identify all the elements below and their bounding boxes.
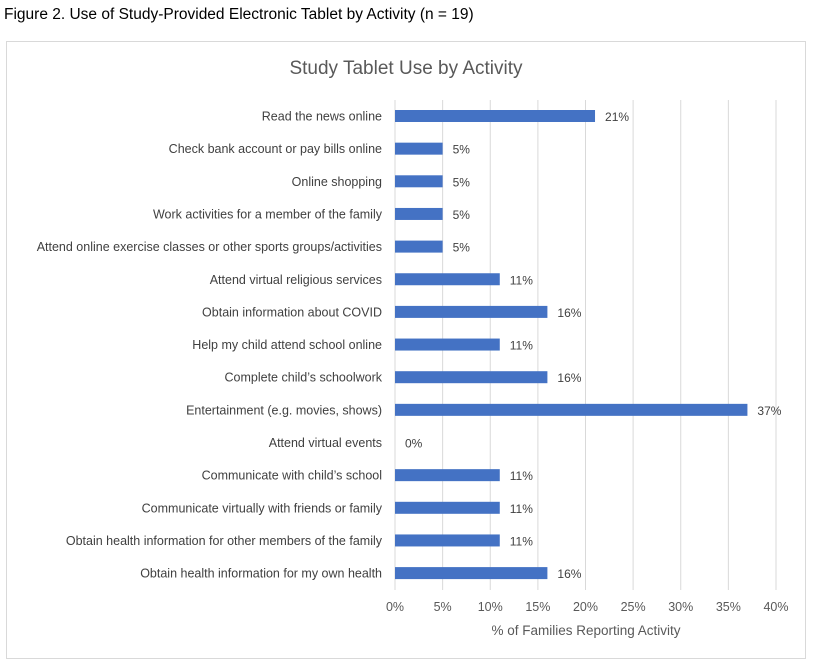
category-labels: Read the news online Check bank account o…	[37, 110, 383, 581]
category-label: Obtain health information for my own hea…	[140, 567, 382, 581]
category-label: Work activities for a member of the fami…	[153, 207, 383, 221]
bars	[395, 110, 748, 580]
data-label: 11%	[510, 339, 533, 353]
data-label: 37%	[757, 404, 781, 418]
bar	[395, 469, 500, 482]
data-label: 5%	[453, 175, 471, 189]
chart-title: Study Tablet Use by Activity	[289, 58, 523, 79]
data-label: 11%	[510, 534, 533, 548]
category-label: Communicate with child’s school	[202, 469, 382, 483]
category-label: Entertainment (e.g. movies, shows)	[186, 403, 382, 417]
category-label: Attend virtual religious services	[210, 273, 382, 287]
bar	[395, 567, 548, 580]
x-tick-label: 35%	[716, 600, 741, 614]
x-tick-label: 10%	[478, 600, 503, 614]
bar	[395, 338, 500, 351]
category-label: Attend online exercise classes or other …	[37, 240, 382, 254]
bar	[395, 110, 596, 122]
data-label: 0%	[405, 437, 423, 451]
category-label: Communicate virtually with friends or fa…	[142, 501, 383, 515]
figure-caption: Figure 2. Use of Study-Provided Electron…	[4, 6, 474, 23]
data-label: 5%	[453, 143, 471, 157]
bar	[395, 534, 500, 547]
x-tick-label: 40%	[763, 600, 788, 614]
category-label: Attend virtual events	[269, 436, 382, 450]
data-label: 5%	[453, 241, 471, 255]
category-label: Obtain health information for other memb…	[66, 534, 383, 548]
bar	[395, 403, 748, 416]
data-label: 11%	[510, 273, 533, 287]
x-tick-label: 0%	[386, 600, 404, 614]
category-label: Obtain information about COVID	[202, 305, 382, 319]
category-label: Read the news online	[262, 110, 382, 124]
x-tick-label: 5%	[434, 600, 452, 614]
category-label: Help my child attend school online	[192, 338, 382, 352]
bar	[395, 371, 548, 384]
data-label: 11%	[510, 502, 533, 516]
bar	[395, 501, 500, 514]
bar	[395, 175, 443, 188]
data-label: 16%	[557, 306, 581, 320]
bar	[395, 240, 443, 253]
x-tick-label: 15%	[525, 600, 550, 614]
data-label: 5%	[453, 208, 471, 222]
bar	[395, 207, 443, 220]
bar	[395, 273, 500, 286]
x-tick-label: 20%	[573, 600, 598, 614]
category-label: Complete child’s schoolwork	[225, 371, 383, 385]
data-label: 21%	[605, 110, 629, 124]
x-axis-title: % of Families Reporting Activity	[491, 623, 680, 638]
bar	[395, 305, 548, 318]
x-tick-labels: 0% 5% 10% 15% 20% 25% 30% 35% 40%	[386, 600, 789, 614]
x-tick-label: 25%	[621, 600, 646, 614]
category-label: Online shopping	[292, 175, 382, 189]
data-label: 16%	[557, 567, 581, 581]
data-labels: 21% 5% 5% 5% 5% 11% 16% 11% 16% 37% 0% 11% 11% 11% 16%	[405, 110, 782, 581]
data-label: 16%	[557, 371, 581, 385]
category-label: Check bank account or pay bills online	[169, 142, 382, 156]
data-label: 11%	[510, 469, 533, 483]
x-tick-label: 30%	[668, 600, 693, 614]
bar	[395, 142, 443, 155]
